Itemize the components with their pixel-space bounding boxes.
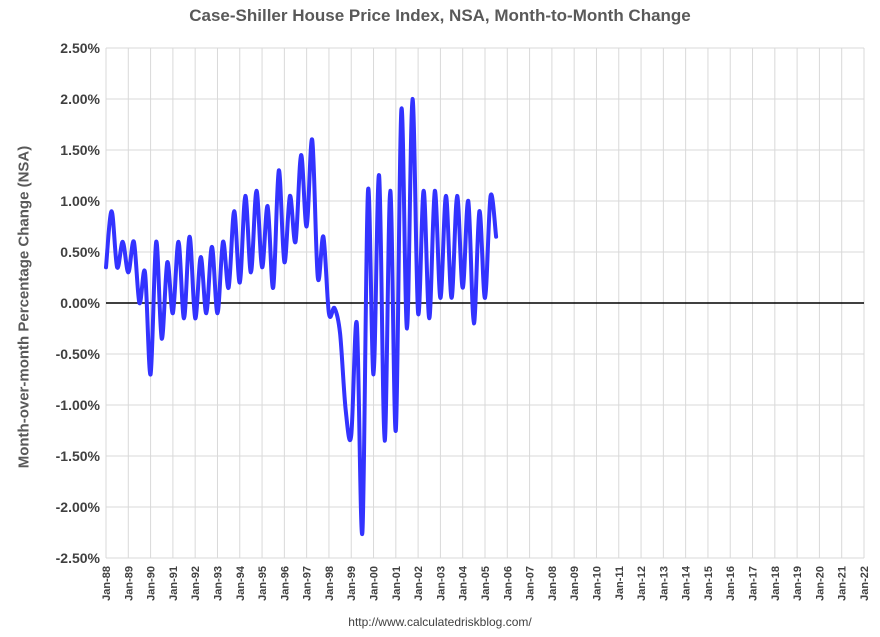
x-tick-label: Jan-02 xyxy=(413,566,425,601)
x-tick-label: Jan-12 xyxy=(636,566,648,601)
x-tick-label: Jan-09 xyxy=(569,566,581,601)
x-tick-label: Jan-20 xyxy=(814,566,826,601)
x-tick-label: Jan-11 xyxy=(614,566,626,600)
x-tick-label: Jan-92 xyxy=(190,566,202,601)
x-tick-label: Jan-03 xyxy=(435,566,447,601)
x-tick-label: Jan-14 xyxy=(681,565,693,601)
y-tick-label: -1.50% xyxy=(56,448,101,464)
x-tick-label: Jan-94 xyxy=(235,565,247,601)
x-tick-label: Jan-98 xyxy=(324,566,336,601)
y-tick-label: 2.00% xyxy=(60,91,100,107)
x-tick-label: Jan-22 xyxy=(859,566,871,601)
x-tick-label: Jan-10 xyxy=(591,566,603,601)
gridlines xyxy=(105,47,865,559)
y-axis-ticks: 2.50% 2.00% 1.50% 1.00% 0.50% 0.00% -0.50% -1.0… xyxy=(56,40,101,566)
x-tick-label: Jan-00 xyxy=(369,566,381,601)
x-tick-label: Jan-93 xyxy=(212,566,224,601)
x-tick-label: Jan-99 xyxy=(346,566,358,601)
x-tick-label: Jan-96 xyxy=(279,566,291,601)
series-line xyxy=(104,96,499,536)
x-tick-label: Jan-97 xyxy=(302,566,314,601)
x-tick-label: Jan-15 xyxy=(703,566,715,601)
y-tick-label: 0.50% xyxy=(60,244,100,260)
x-tick-label: Jan-18 xyxy=(770,566,782,601)
y-tick-label: -1.00% xyxy=(56,397,101,413)
x-tick-label: Jan-91 xyxy=(168,566,180,601)
x-tick-label: Jan-13 xyxy=(658,566,670,601)
x-tick-label: Jan-04 xyxy=(458,565,470,601)
x-tick-label: Jan-95 xyxy=(257,566,269,601)
x-tick-label: Jan-16 xyxy=(725,566,737,601)
x-tick-label: Jan-88 xyxy=(101,566,113,601)
y-tick-label: -0.50% xyxy=(56,346,101,362)
y-tick-label: 0.00% xyxy=(60,295,100,311)
x-tick-label: Jan-21 xyxy=(837,566,849,601)
y-tick-label: -2.00% xyxy=(56,499,101,515)
y-tick-label: -2.50% xyxy=(56,550,101,566)
y-tick-label: 1.50% xyxy=(60,142,100,158)
x-tick-label: Jan-07 xyxy=(525,566,537,601)
x-tick-label: Jan-06 xyxy=(502,566,514,601)
x-tick-label: Jan-05 xyxy=(480,566,492,601)
source-url: http://www.calculatedriskblog.com/ xyxy=(348,615,532,629)
y-tick-label: 2.50% xyxy=(60,40,100,56)
y-tick-label: 1.00% xyxy=(60,193,100,209)
chart-title: Case-Shiller House Price Index, NSA, Mon… xyxy=(189,6,691,25)
x-tick-label: Jan-08 xyxy=(547,566,559,601)
x-tick-label: Jan-17 xyxy=(748,566,760,601)
x-tick-label: Jan-19 xyxy=(792,566,804,601)
x-axis-ticks: Jan-88 Jan-89 Jan-90 Jan-91 Jan-92 Jan-93 Jan-… xyxy=(101,565,871,601)
x-tick-label: Jan-90 xyxy=(146,566,158,601)
x-tick-label: Jan-89 xyxy=(123,566,135,601)
x-tick-label: Jan-01 xyxy=(391,566,403,601)
